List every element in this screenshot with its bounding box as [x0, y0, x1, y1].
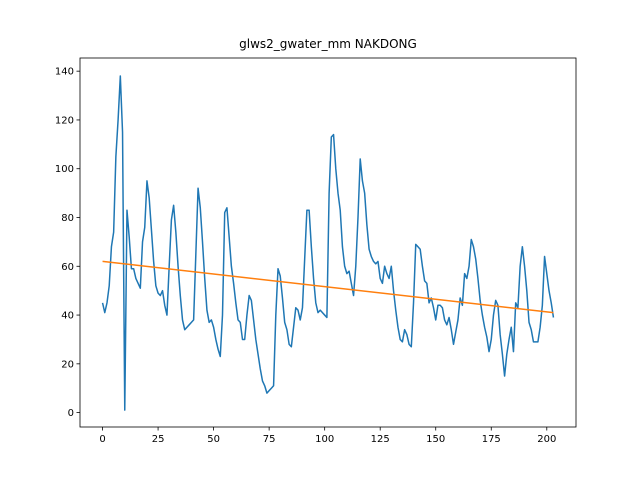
- x-tick-label: 125: [371, 434, 390, 445]
- x-tick-label: 50: [207, 434, 220, 445]
- x-tick-label: 150: [426, 434, 445, 445]
- y-tick-label: 100: [55, 164, 74, 175]
- y-tick-label: 120: [55, 115, 74, 126]
- y-tick-label: 20: [61, 359, 74, 370]
- chart-title: glws2_gwater_mm NAKDONG: [239, 37, 417, 51]
- line-series: [102, 260, 554, 314]
- x-tick-label: 75: [263, 434, 276, 445]
- y-tick-label: 60: [61, 262, 74, 273]
- line-series: [101, 75, 555, 411]
- x-tick-label: 0: [99, 434, 105, 445]
- axes-frame: [79, 57, 577, 428]
- y-tick-label: 140: [55, 67, 74, 78]
- y-tick-label: 40: [61, 311, 74, 322]
- y-tick-label: 0: [68, 408, 74, 419]
- x-tick-label: 175: [482, 434, 501, 445]
- x-tick-label: 25: [152, 434, 165, 445]
- x-tick-label: 200: [537, 434, 556, 445]
- x-tick-label: 100: [315, 434, 334, 445]
- y-tick-label: 80: [61, 213, 74, 224]
